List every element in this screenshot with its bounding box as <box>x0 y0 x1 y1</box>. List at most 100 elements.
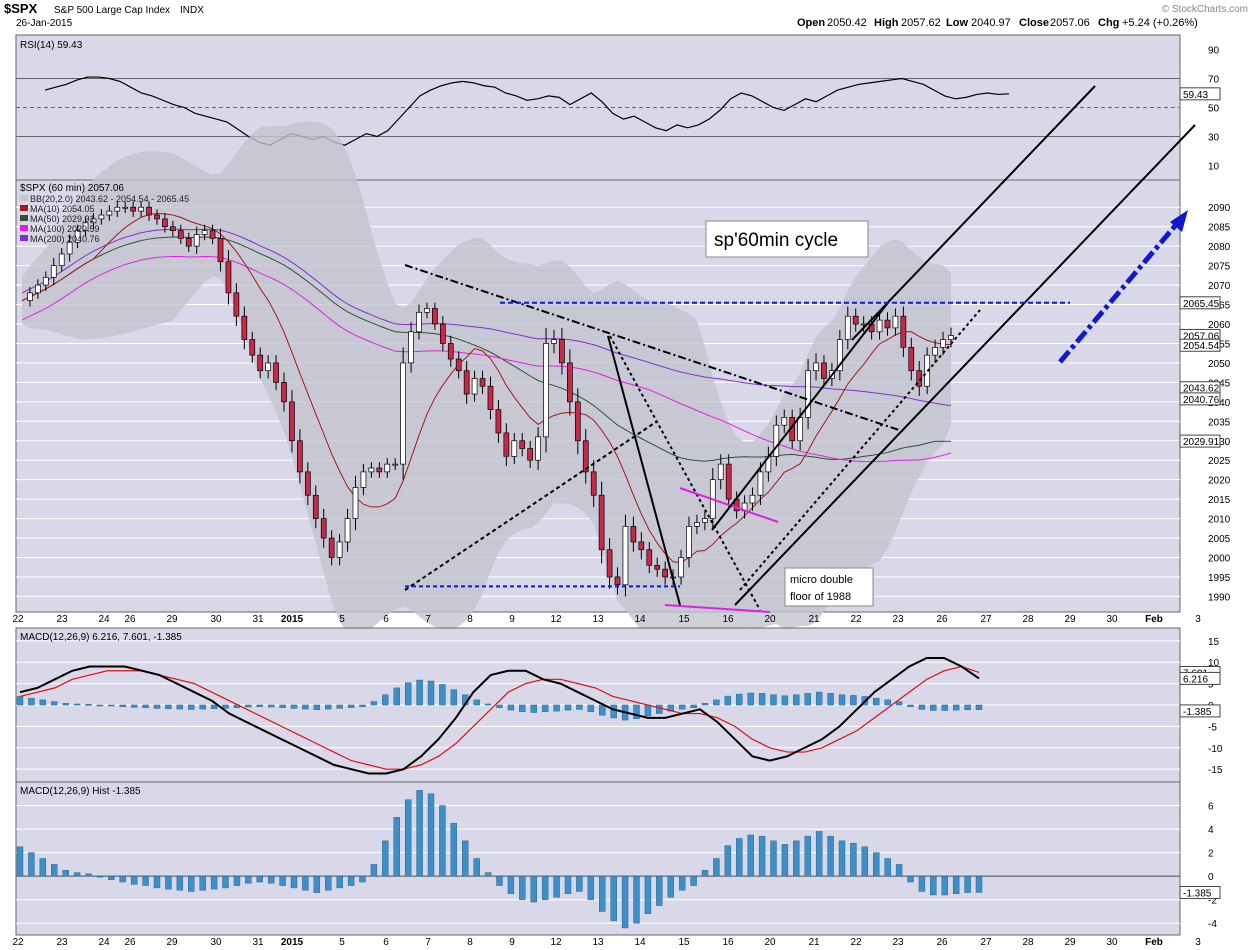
histogram-bar <box>861 846 869 877</box>
candle-body <box>662 568 669 578</box>
histogram-bar <box>633 875 640 924</box>
macd-panel-bar <box>918 704 926 710</box>
candle-body <box>74 230 81 243</box>
date-tick-label: 9 <box>509 937 515 948</box>
macd-panel-bar <box>633 704 640 719</box>
candle-body <box>638 541 645 551</box>
candle-body <box>281 382 287 403</box>
macd-panel-bar <box>564 704 572 711</box>
candle-body <box>630 526 637 543</box>
histogram-bar <box>576 875 583 892</box>
date-tick-label: 22 <box>12 614 24 625</box>
candle-body <box>551 339 557 344</box>
trend-line <box>607 335 681 606</box>
date-tick-label: Feb <box>1145 937 1163 948</box>
candle-body <box>495 409 502 434</box>
candle-body <box>400 362 406 465</box>
macd-panel-bar <box>153 704 161 709</box>
rsi-tick-label: 30 <box>1208 133 1220 144</box>
date-tick-label: 22 <box>850 937 862 948</box>
open-value: 2050.42 <box>827 17 867 29</box>
histogram-bar <box>290 875 298 889</box>
date-tick-label: 30 <box>210 937 222 948</box>
hist-last-value: -1.385 <box>1183 888 1212 899</box>
date-tick-label: 22 <box>850 614 862 625</box>
date-tick-label: 24 <box>98 614 110 625</box>
chg-label: Chg <box>1098 17 1119 29</box>
date-tick-label: 12 <box>550 614 562 625</box>
legend-entry: MA(100) 2029.59 <box>30 224 100 234</box>
date-tick-label: 5 <box>339 614 345 625</box>
candle-body <box>717 463 724 481</box>
date-tick-label: 6 <box>383 937 389 948</box>
candle-body <box>654 564 661 570</box>
price-label-box <box>1179 296 1221 310</box>
date-tick-label: 2015 <box>281 614 304 625</box>
macd-panel-bar <box>347 704 355 708</box>
candle-body <box>320 518 327 539</box>
price-label-box <box>1179 338 1221 352</box>
histogram-bar <box>644 875 652 915</box>
date-tick-label: 9 <box>509 614 515 625</box>
macd-panel-bar <box>484 703 492 706</box>
macd-panel-bar <box>176 704 184 710</box>
candle-body <box>233 292 240 317</box>
histogram-bar <box>952 875 960 895</box>
histogram-bar <box>507 875 515 895</box>
candle-body <box>582 440 589 473</box>
symbol-title: $SPX <box>4 1 38 16</box>
date-tick-label: 28 <box>1022 614 1034 625</box>
macd-panel-bar <box>256 704 263 707</box>
date-tick-label: 16 <box>722 937 734 948</box>
ma10-line <box>21 212 952 564</box>
rsi-panel: 10 30 50 70 90 RSI(14) 59.43 59.43 <box>15 34 1221 181</box>
macd-panel-bar <box>130 704 138 708</box>
macd-panel-bar <box>108 704 115 707</box>
macd-panel-bar <box>245 704 252 708</box>
macd-panel-bar <box>530 704 537 713</box>
histogram-bar <box>336 875 343 889</box>
1-tick-label: 1990 <box>1208 592 1231 603</box>
candle-body <box>439 323 446 344</box>
candle-body <box>217 238 224 263</box>
histogram-bar <box>427 793 435 877</box>
histogram-bar <box>804 835 811 877</box>
legend-swatch <box>20 215 28 221</box>
macd-panel-bar <box>804 693 811 706</box>
candle-body <box>940 339 946 348</box>
1-tick-label: 2050 <box>1208 359 1231 370</box>
histogram-bar <box>815 831 823 877</box>
candle-body <box>749 494 756 504</box>
1-tick-label: 1995 <box>1208 573 1231 584</box>
candle-body <box>455 358 462 372</box>
histogram-bar <box>245 875 252 884</box>
macd-panel-bar <box>85 704 92 706</box>
candle-body <box>432 308 438 325</box>
date-tick-label: 22 <box>12 937 24 948</box>
macd-panel-bar <box>359 704 366 707</box>
macd-panel-bar <box>724 695 732 706</box>
1-tick-label: 2035 <box>1208 417 1231 428</box>
histogram-bar <box>325 875 332 891</box>
legend-entry: MA(50) 2029.91 <box>30 214 95 224</box>
watermark: © StockCharts.com <box>1162 4 1248 15</box>
date-tick-label: 31 <box>252 937 264 948</box>
index-name: S&P 500 Large Cap Index <box>54 5 170 16</box>
candle-body <box>241 315 248 340</box>
macd-panel-bar <box>222 704 229 709</box>
candle-body <box>932 347 938 356</box>
date-tick-label: 21 <box>808 937 820 948</box>
1-tick-label: 2020 <box>1208 476 1231 487</box>
close-label: Close <box>1019 17 1049 29</box>
candle-body <box>852 315 859 325</box>
candle-body <box>249 339 256 356</box>
date-tick-label: 23 <box>892 937 904 948</box>
histogram-bar <box>884 858 891 877</box>
histogram-bar <box>267 875 275 884</box>
3-tick-label: 2 <box>1208 849 1214 860</box>
candle-body <box>900 315 907 348</box>
histogram-bar <box>918 875 926 892</box>
histogram-bar <box>964 875 971 893</box>
candle-body <box>376 467 383 473</box>
date-tick-label: 7 <box>425 937 431 948</box>
